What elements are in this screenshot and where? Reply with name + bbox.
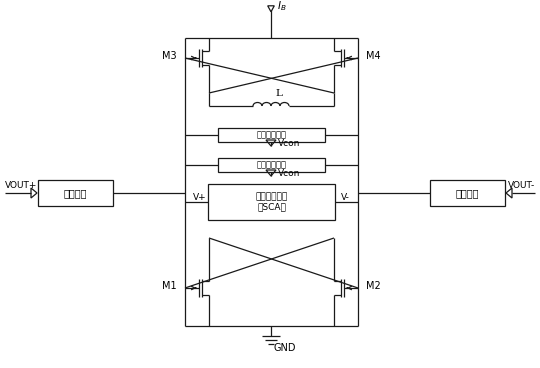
Text: M4: M4	[366, 51, 381, 61]
Text: V+: V+	[193, 192, 207, 202]
Text: （SCA）: （SCA）	[257, 202, 286, 212]
Text: VOUT-: VOUT-	[508, 180, 535, 190]
Text: V-: V-	[341, 192, 350, 202]
Bar	[218, 158, 325, 172]
Bar	[38, 180, 113, 206]
Text: $I_B$: $I_B$	[277, 0, 287, 13]
Text: GND: GND	[274, 343, 296, 353]
Text: 缓冲电路: 缓冲电路	[456, 188, 480, 198]
Text: 缓冲电路: 缓冲电路	[64, 188, 87, 198]
Text: M1: M1	[163, 281, 177, 291]
Text: L: L	[275, 88, 282, 98]
Text: 开关电容阵列: 开关电容阵列	[255, 192, 288, 202]
Text: 可变电容电路: 可变电容电路	[256, 160, 287, 170]
Text: Vcon: Vcon	[278, 138, 300, 148]
Bar	[430, 180, 505, 206]
Text: M3: M3	[163, 51, 177, 61]
Text: Vcon: Vcon	[278, 169, 300, 177]
Text: M2: M2	[366, 281, 381, 291]
Bar	[218, 128, 325, 142]
Bar	[208, 184, 335, 220]
Text: 可变电容电路: 可变电容电路	[256, 131, 287, 139]
Text: VOUT+: VOUT+	[5, 180, 37, 190]
